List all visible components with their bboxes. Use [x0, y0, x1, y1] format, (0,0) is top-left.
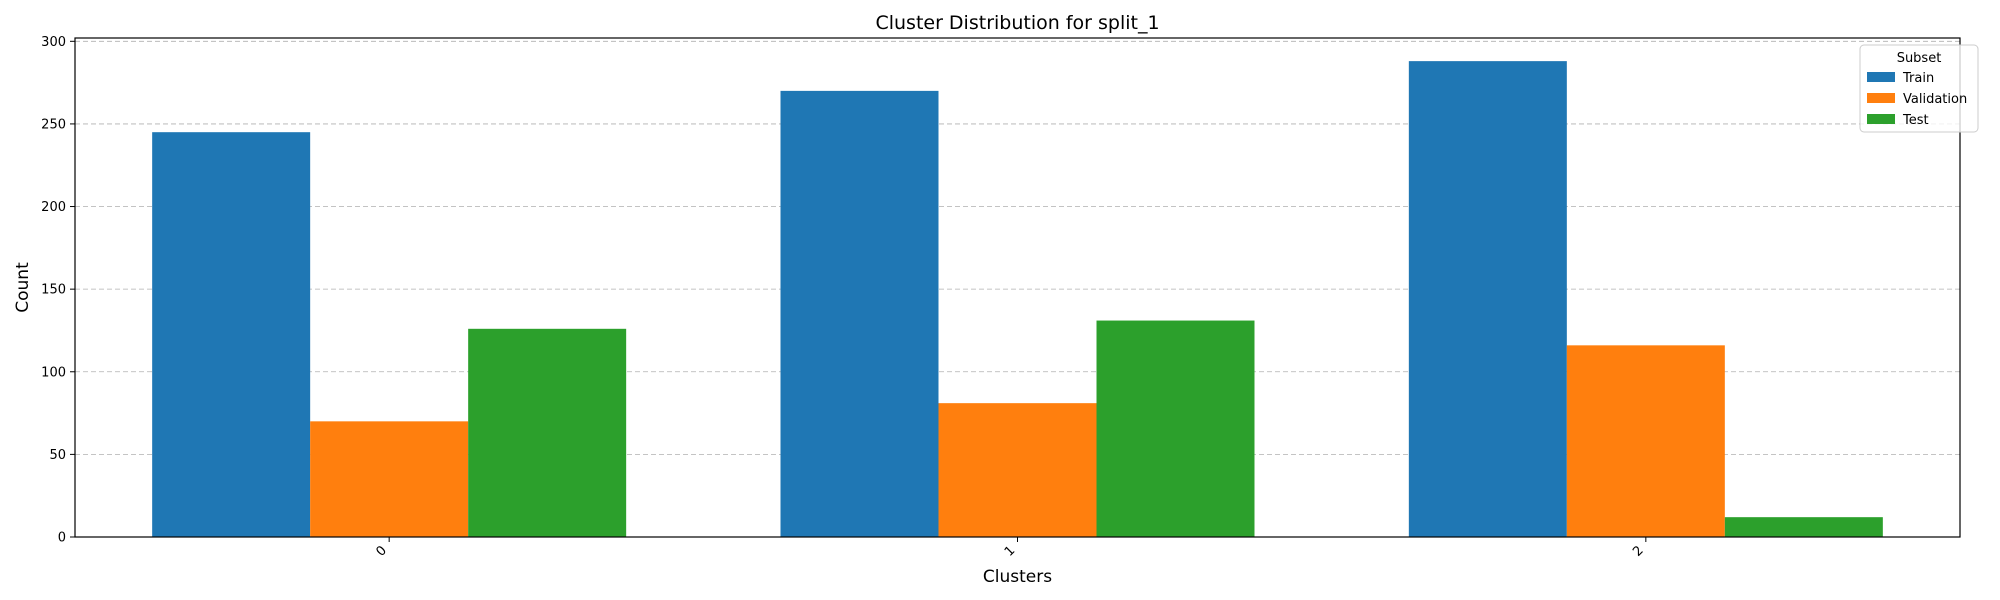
- y-tick-label: 100: [41, 365, 66, 380]
- y-tick-label: 50: [49, 448, 66, 463]
- y-axis-label: Count: [13, 262, 33, 313]
- x-tick-label: 0: [374, 543, 390, 559]
- legend-swatch-validation: [1867, 93, 1895, 103]
- bar-validation-cluster-2: [1566, 345, 1725, 537]
- bars: [152, 61, 1883, 538]
- bar-train-cluster-2: [1408, 61, 1567, 538]
- x-axis-label: Clusters: [983, 567, 1052, 587]
- bar-train-cluster-0: [152, 132, 311, 537]
- legend: Subset Train Validation Test: [1859, 44, 1979, 133]
- x-axis: 0 1 2: [374, 537, 1647, 560]
- y-tick-label: 150: [41, 283, 66, 298]
- legend-label-train: Train: [1902, 71, 1934, 86]
- legend-swatch-test: [1867, 114, 1895, 124]
- legend-label-validation: Validation: [1903, 92, 1967, 107]
- chart-title: Cluster Distribution for split_1: [875, 12, 1159, 34]
- legend-box: [1859, 44, 1979, 133]
- legend-swatch-train: [1867, 72, 1895, 82]
- bar-validation-cluster-1: [938, 403, 1097, 537]
- bar-validation-cluster-0: [310, 421, 469, 537]
- y-axis: 0 50 100 150 200 250 300: [41, 35, 75, 546]
- bar-test-cluster-0: [468, 328, 627, 537]
- y-tick-label: 250: [41, 117, 66, 132]
- x-tick-label: 2: [1630, 543, 1646, 559]
- y-tick-label: 200: [41, 200, 66, 215]
- legend-label-test: Test: [1902, 113, 1929, 128]
- bar-train-cluster-1: [780, 90, 939, 537]
- legend-title: Subset: [1897, 51, 1942, 66]
- bar-test-cluster-2: [1724, 517, 1883, 537]
- x-tick-label: 1: [1002, 543, 1018, 559]
- y-tick-label: 0: [58, 531, 66, 546]
- bar-test-cluster-1: [1096, 320, 1255, 537]
- y-tick-label: 300: [41, 35, 66, 50]
